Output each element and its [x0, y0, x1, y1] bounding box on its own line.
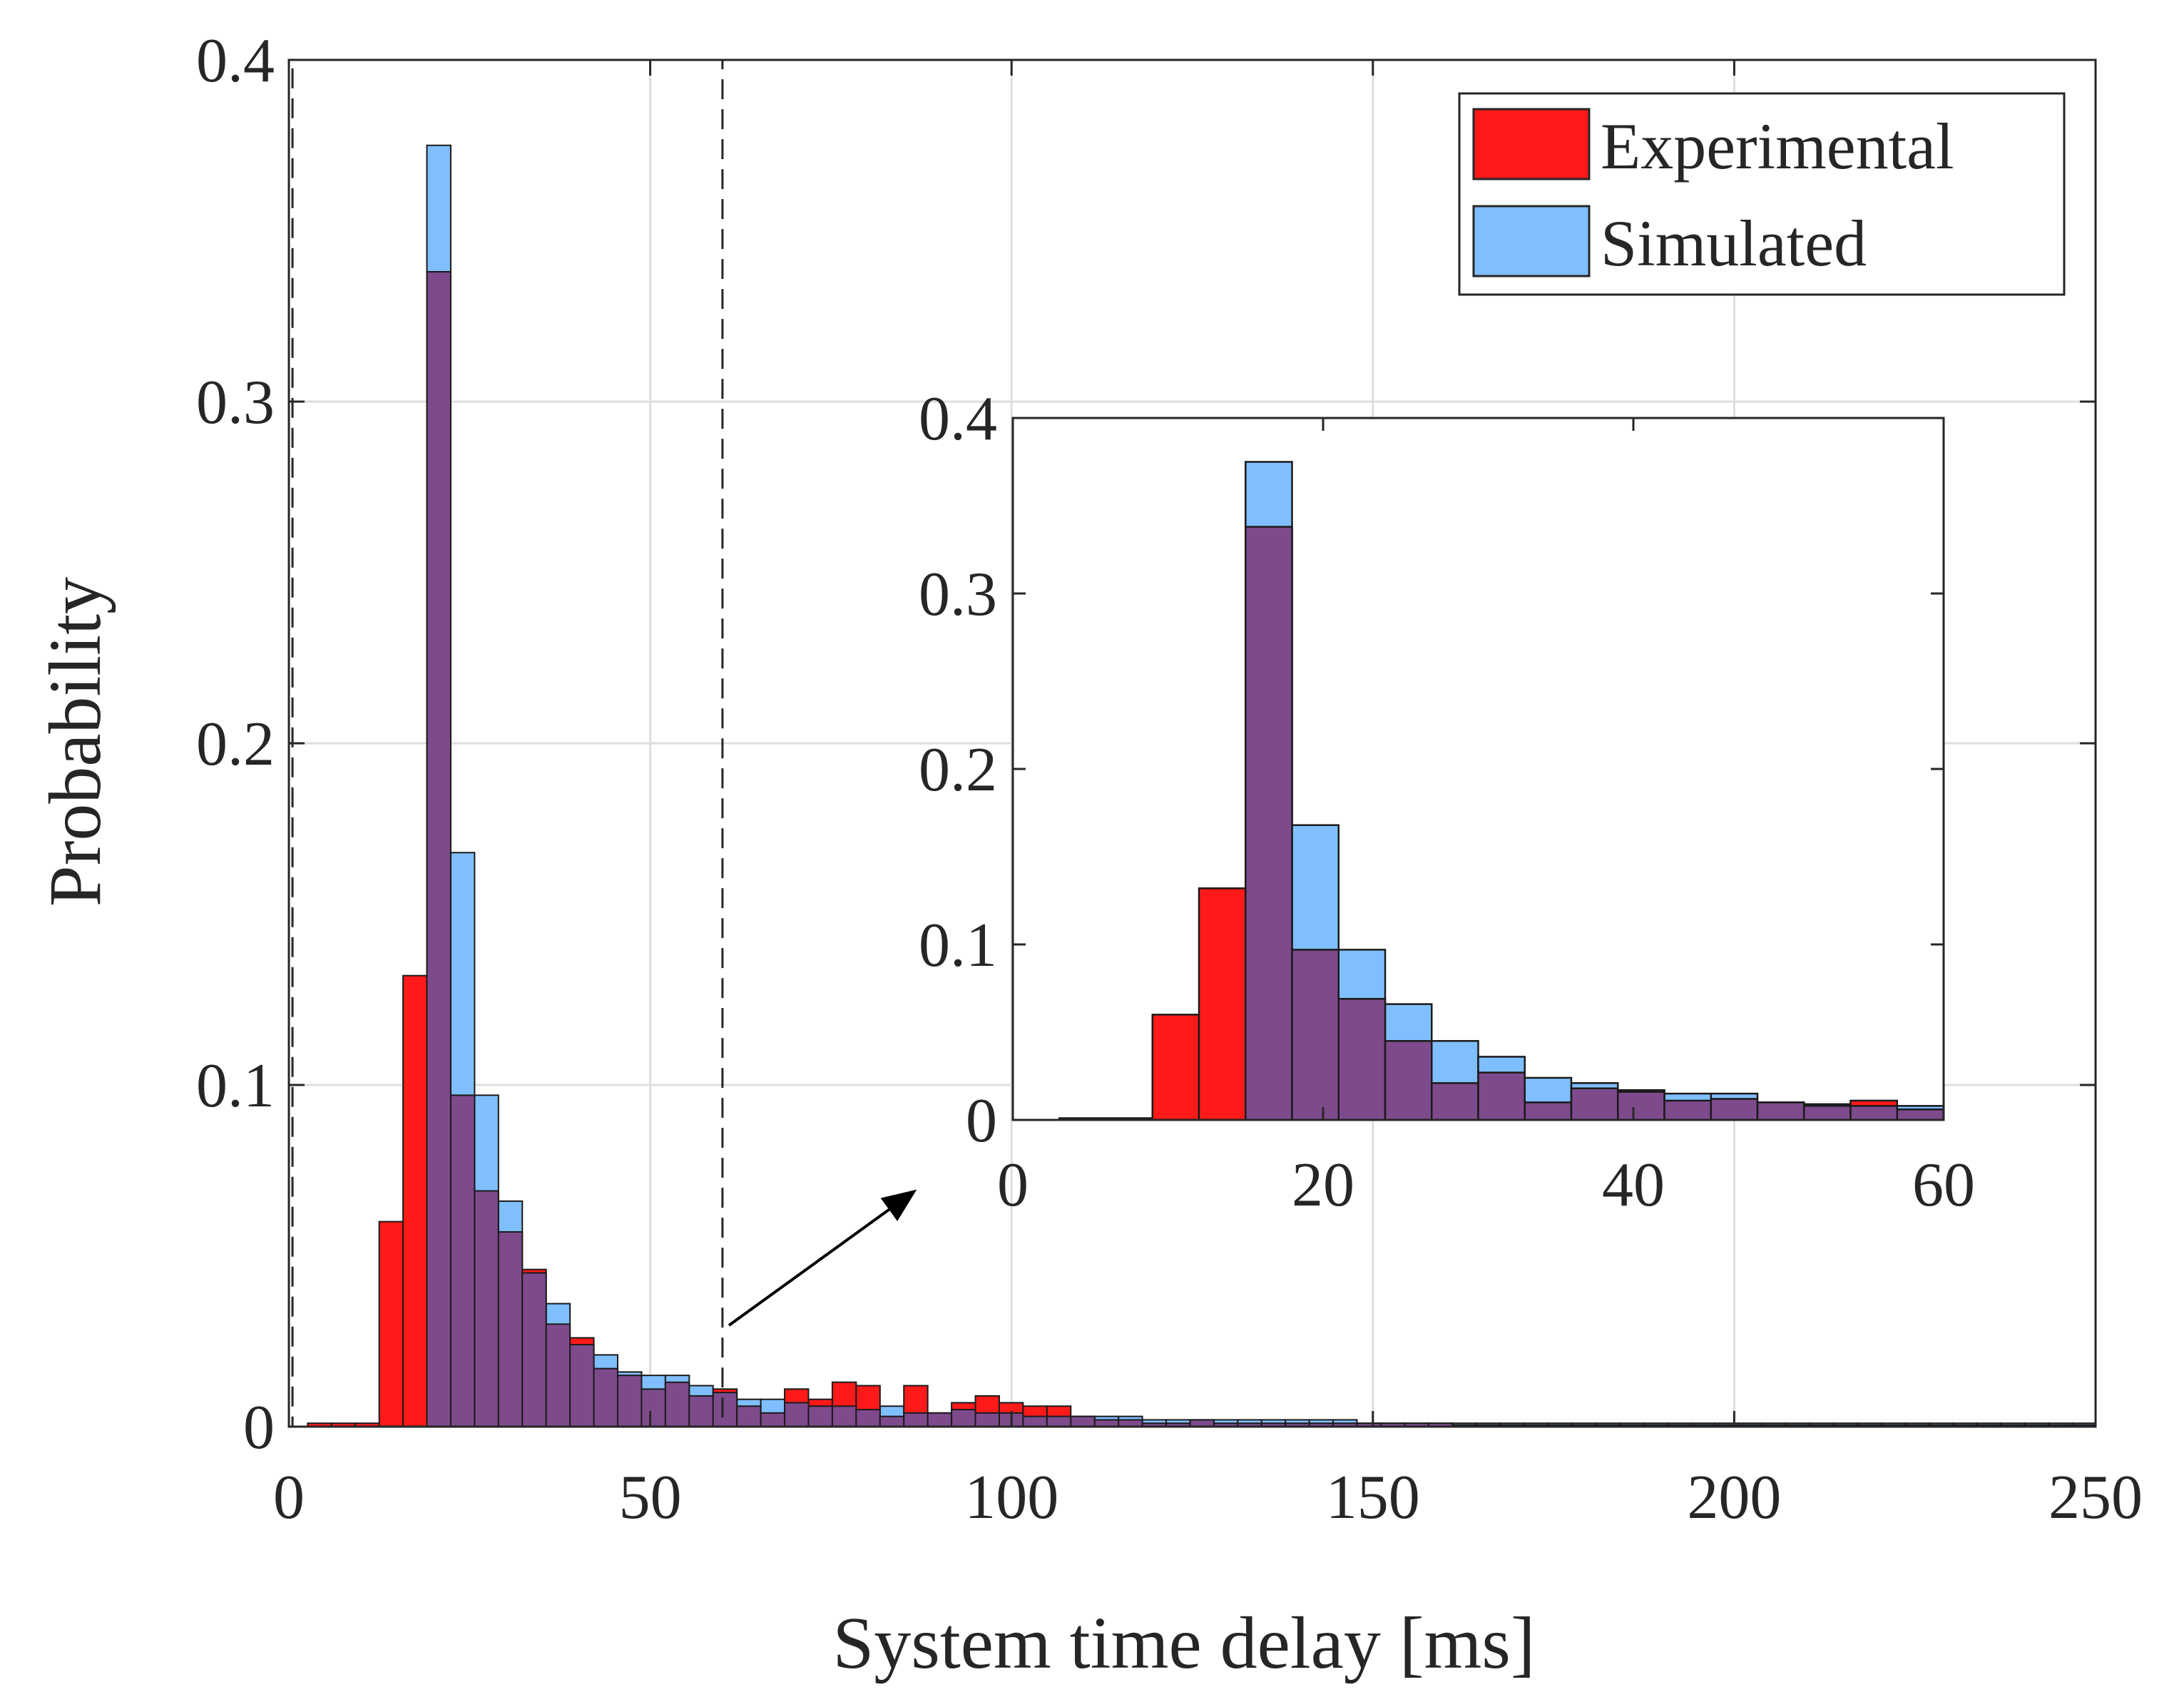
inset-x-tick-labels: 0 20 40 60 — [997, 1151, 1975, 1220]
inset-y-tick-label: 0.3 — [919, 560, 997, 629]
main-y-tick-label: 0 — [243, 1393, 275, 1462]
main-bar-experimental — [402, 974, 428, 1427]
inset-x-tick-label: 0 — [997, 1151, 1029, 1220]
main-bar-overlap — [879, 1415, 905, 1428]
inset-bar-experimental — [1198, 887, 1247, 1121]
main-x-tick-labels: 0 50 100 150 200 250 — [273, 1463, 2143, 1532]
inset-axes: 0 20 40 60 0 0.1 0.2 0.3 0.4 — [919, 384, 1975, 1220]
main-bar-overlap — [712, 1392, 738, 1427]
main-bar-overlap — [641, 1388, 666, 1428]
main-y-tick-label: 0.1 — [196, 1051, 275, 1121]
main-bar-overlap — [545, 1323, 571, 1428]
inset-y-tick-label: 0.2 — [919, 735, 997, 805]
inset-bar-overlap — [1896, 1108, 1945, 1121]
main-bar-overlap — [951, 1409, 976, 1428]
legend: Experimental Simulated — [1458, 92, 2066, 296]
inset-tick-marks — [1011, 417, 1945, 1121]
main-x-tick-label: 0 — [273, 1463, 305, 1532]
inset-bar-overlap — [1663, 1099, 1712, 1121]
inset-bar-overlap — [1803, 1105, 1852, 1121]
main-bar-overlap — [831, 1405, 857, 1428]
main-bar-overlap — [974, 1412, 1000, 1427]
inset-bar-overlap — [1524, 1101, 1573, 1121]
main-bar-overlap — [760, 1412, 786, 1427]
inset-bar-overlap — [1291, 949, 1340, 1121]
legend-label-simulated: Simulated — [1601, 207, 1867, 280]
inset-bar-overlap — [1710, 1098, 1759, 1121]
inset-bar-overlap — [1617, 1091, 1665, 1121]
main-x-tick-label: 150 — [1326, 1463, 1420, 1532]
inset-bar-overlap — [1384, 1040, 1433, 1121]
inset-bar-overlap — [1849, 1105, 1898, 1121]
main-bar-overlap — [521, 1272, 547, 1427]
legend-swatch-simulated — [1472, 205, 1591, 277]
inset-bar-overlap — [1570, 1087, 1619, 1121]
main-y-tick-label: 0.3 — [196, 368, 275, 437]
main-bar-overlap — [617, 1375, 643, 1428]
inset-x-tick-label: 40 — [1602, 1151, 1665, 1220]
main-bar-overlap — [474, 1190, 499, 1427]
inset-bar-overlap — [1245, 526, 1293, 1121]
main-bar-overlap — [497, 1230, 524, 1427]
main-bar-overlap — [736, 1405, 762, 1428]
main-bar-experimental — [378, 1220, 404, 1427]
inset-background — [1013, 418, 1944, 1120]
main-bar-overlap — [784, 1402, 810, 1427]
main-bar-overlap — [855, 1409, 881, 1428]
inset-y-tick-label: 0 — [966, 1086, 997, 1156]
main-bar-overlap — [688, 1395, 714, 1428]
main-bar-overlap — [593, 1367, 619, 1427]
main-bar-overlap — [1046, 1415, 1072, 1428]
main-bar-overlap — [807, 1405, 833, 1428]
main-bar-overlap — [1022, 1415, 1048, 1428]
zoom-arrow — [728, 1189, 917, 1327]
inset-y-tick-label: 0.4 — [919, 384, 997, 454]
main-x-tick-label: 250 — [2048, 1463, 2143, 1532]
main-overlap-bars — [426, 270, 2097, 1428]
inset-bar-overlap — [1431, 1082, 1479, 1121]
inset-bar-overlap — [1337, 998, 1387, 1121]
main-bar-overlap — [927, 1412, 953, 1427]
main-y-tick-labels: 0 0.1 0.2 0.3 0.4 — [196, 26, 275, 1462]
main-x-tick-label: 200 — [1687, 1463, 1781, 1532]
main-bar-overlap — [664, 1381, 690, 1427]
inset-y-tick-label: 0.1 — [919, 911, 997, 980]
legend-swatch-experimental — [1472, 108, 1591, 180]
main-y-tick-label: 0.4 — [196, 26, 275, 96]
main-bar-overlap — [903, 1412, 929, 1427]
inset-x-tick-label: 60 — [1912, 1151, 1975, 1220]
main-x-tick-label: 50 — [619, 1463, 682, 1532]
inset-bar-experimental — [1151, 1014, 1200, 1121]
zoom-region-box — [291, 58, 724, 1428]
main-x-tick-label: 100 — [964, 1463, 1058, 1532]
inset-bar-overlap — [1477, 1071, 1526, 1121]
inset-y-tick-labels: 0 0.1 0.2 0.3 0.4 — [919, 384, 997, 1156]
legend-label-experimental: Experimental — [1601, 110, 1954, 183]
main-bar-overlap — [569, 1344, 595, 1428]
inset-bar-overlap — [1756, 1101, 1805, 1121]
main-y-tick-label: 0.2 — [196, 710, 275, 779]
main-axes: 0 50 100 150 200 250 00.10.20.30.4 — [196, 26, 2143, 1532]
y-axis-title: Probability — [34, 577, 116, 907]
main-bar-overlap — [426, 270, 451, 1428]
inset-x-tick-label: 20 — [1292, 1151, 1354, 1220]
main-bar-overlap — [449, 1094, 476, 1427]
x-axis-title: System time delay [ms] — [833, 1602, 1536, 1684]
main-bar-overlap — [1070, 1415, 1096, 1428]
